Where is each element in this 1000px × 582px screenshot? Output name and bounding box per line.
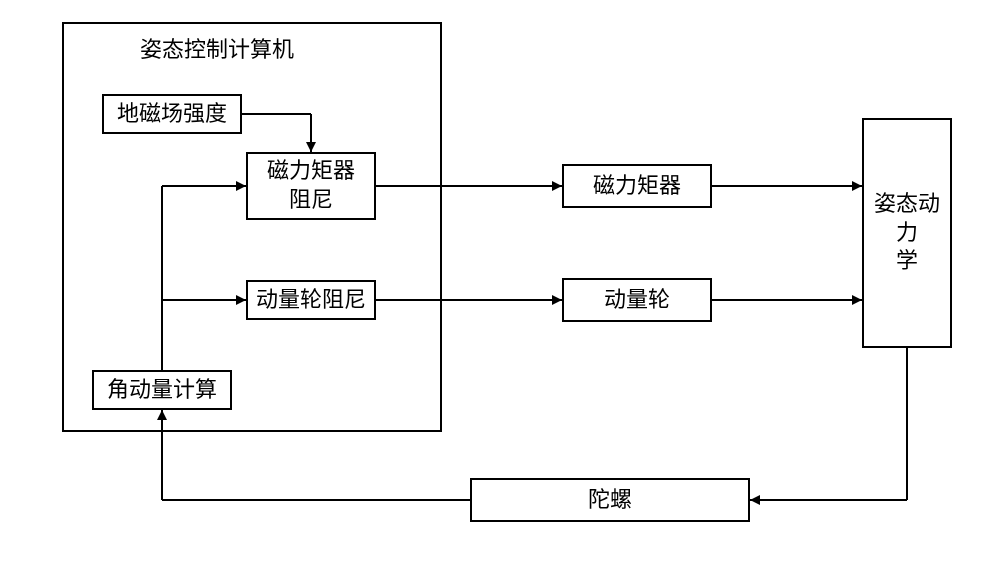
node-momwheel: 动量轮 bbox=[562, 278, 712, 322]
diagram-canvas: 姿态控制计算机 地磁场强度 磁力矩器阻尼 动量轮阻尼 角动量计算 磁力矩器 动量… bbox=[0, 0, 1000, 582]
node-magdamp: 磁力矩器阻尼 bbox=[246, 152, 376, 220]
node-label: 陀螺 bbox=[588, 486, 632, 515]
node-label: 磁力矩器 bbox=[593, 172, 681, 201]
node-label: 动量轮 bbox=[604, 286, 670, 315]
node-label: 地磁场强度 bbox=[117, 100, 227, 129]
outer-box-title: 姿态控制计算机 bbox=[140, 32, 294, 64]
node-gyro: 陀螺 bbox=[470, 478, 750, 522]
node-label: 动量轮阻尼 bbox=[256, 286, 366, 315]
node-angmom: 角动量计算 bbox=[92, 370, 232, 410]
node-attdyn: 姿态动力学 bbox=[862, 118, 952, 348]
node-geomag: 地磁场强度 bbox=[102, 94, 242, 134]
node-label: 磁力矩器阻尼 bbox=[267, 157, 355, 214]
node-magtor: 磁力矩器 bbox=[562, 164, 712, 208]
node-label: 姿态动力学 bbox=[864, 190, 950, 276]
node-label: 角动量计算 bbox=[107, 376, 217, 405]
node-momdamp: 动量轮阻尼 bbox=[246, 280, 376, 320]
